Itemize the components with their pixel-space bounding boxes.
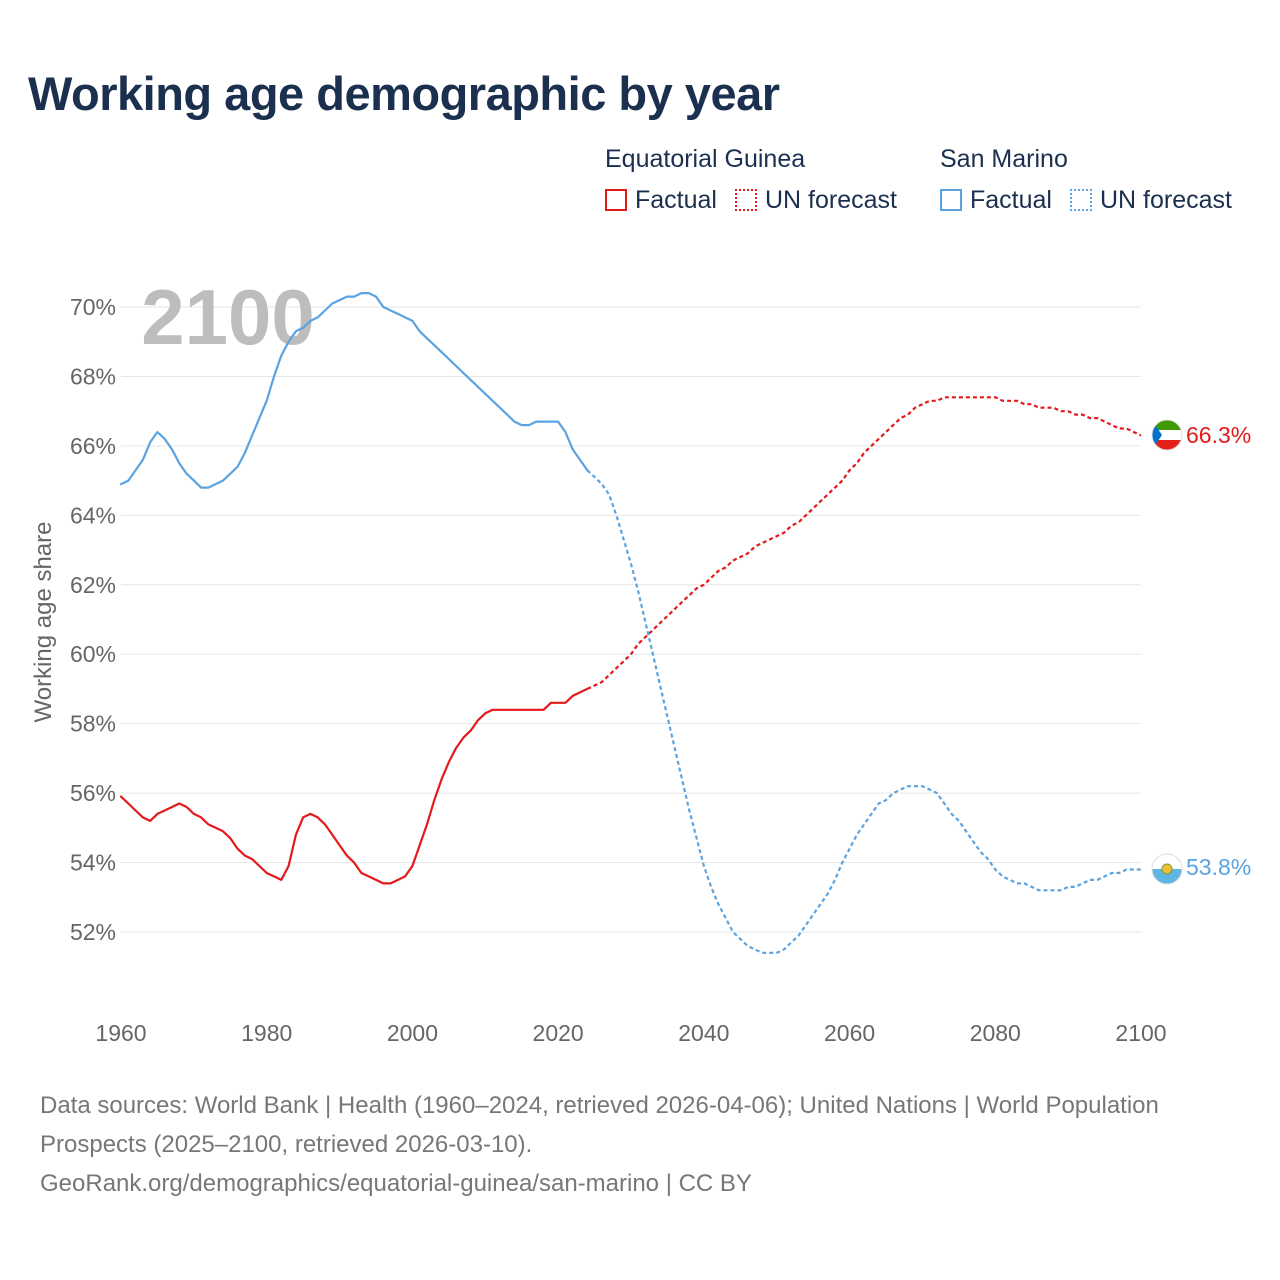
footer-sources: Data sources: World Bank | Health (1960–…	[40, 1086, 1250, 1203]
y-axis-label: Working age share	[30, 522, 57, 723]
equatorial-guinea-factual-line[interactable]	[119, 687, 589, 885]
year-watermark: 2100	[141, 273, 315, 361]
legend-item-san-marino-forecast[interactable]: UN forecast	[1069, 185, 1232, 215]
chart-title: Working age demographic by year	[28, 67, 780, 120]
footer-data-sources: Data sources: World Bank | Health (1960–…	[40, 1092, 1159, 1158]
x-tick-label: 2040	[678, 1020, 729, 1046]
y-tick-label: 70%	[70, 294, 116, 320]
x-tick-label: 2100	[1115, 1020, 1166, 1046]
y-tick-label: 64%	[70, 502, 116, 528]
equatorial-guinea-end-label: 66.3%	[1186, 422, 1251, 448]
legend-label: UN forecast	[1099, 186, 1232, 214]
x-tick-label: 2020	[533, 1020, 584, 1046]
san-marino-factual-line[interactable]	[119, 292, 589, 489]
line-chart: 2100 Working age share 52% 54% 56% 58% 60% 62…	[30, 273, 1251, 1046]
legend-equatorial-guinea: Equatorial Guinea Factual UN forecast	[605, 144, 897, 215]
legend-label: Factual	[635, 186, 717, 214]
y-tick-label: 54%	[70, 850, 116, 876]
y-tick-label: 66%	[70, 433, 116, 459]
y-tick-label: 56%	[70, 780, 116, 806]
legend-label: Factual	[970, 186, 1052, 214]
san-marino-flag-icon	[1151, 853, 1183, 885]
legend-swatch-solid	[940, 189, 962, 211]
y-tick-label: 58%	[70, 711, 116, 737]
x-tick-label: 2080	[970, 1020, 1021, 1046]
legend-swatch-dotted	[1069, 189, 1092, 211]
y-tick-label: 52%	[70, 919, 116, 945]
legend-swatch-dotted	[734, 189, 757, 211]
legend-group-title: Equatorial Guinea	[605, 145, 806, 173]
legend-item-equatorial-guinea-forecast[interactable]: UN forecast	[734, 185, 897, 215]
legend-item-san-marino-factual[interactable]: Factual	[940, 185, 1052, 215]
footer-attribution[interactable]: GeoRank.org/demographics/equatorial-guin…	[40, 1170, 752, 1197]
legend-san-marino: San Marino Factual UN forecast	[940, 144, 1232, 215]
san-marino-end-label: 53.8%	[1186, 854, 1251, 880]
x-tick-label: 2000	[387, 1020, 438, 1046]
legend-group-title: San Marino	[940, 145, 1068, 173]
legend-item-equatorial-guinea-factual[interactable]: Factual	[605, 185, 717, 215]
y-tick-label: 60%	[70, 641, 116, 667]
x-tick-label: 1960	[95, 1020, 146, 1046]
y-tick-label: 68%	[70, 363, 116, 389]
x-tick-label: 2060	[824, 1020, 875, 1046]
y-tick-label: 62%	[70, 572, 116, 598]
legend-swatch-solid	[605, 189, 627, 211]
san-marino-forecast-line[interactable]	[586, 469, 1141, 954]
equatorial-guinea-forecast-line[interactable]	[586, 396, 1142, 690]
x-tick-label: 1980	[241, 1020, 292, 1046]
legend-label: UN forecast	[764, 186, 897, 214]
equatorial-guinea-flag-icon	[1151, 419, 1183, 451]
